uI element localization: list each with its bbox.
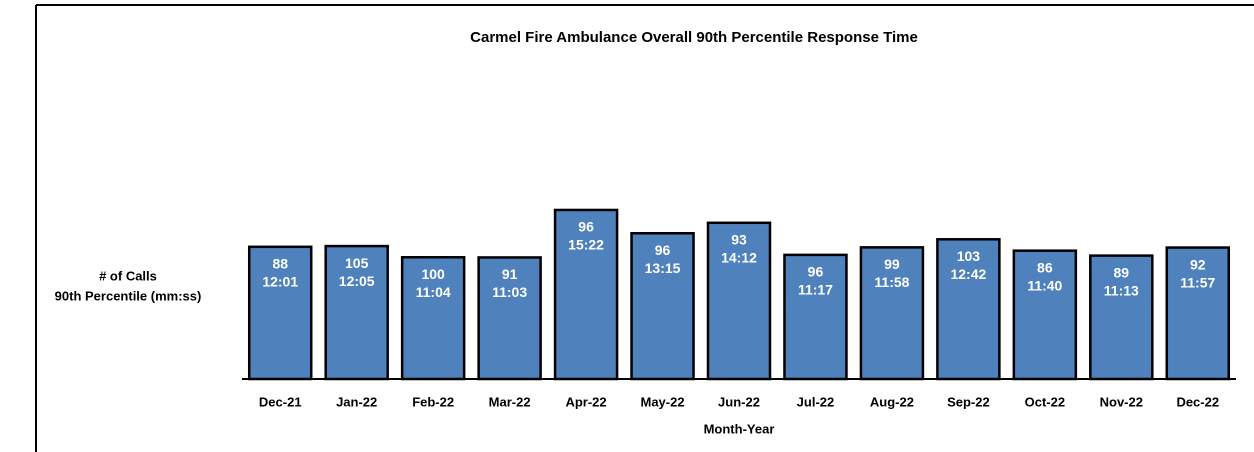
bar <box>630 232 695 381</box>
calls-label: 100 <box>421 266 445 282</box>
x-tick-label: Sep-22 <box>947 394 990 409</box>
x-tick-label: Mar-22 <box>489 394 531 409</box>
bar <box>706 221 772 381</box>
bar <box>247 245 313 381</box>
x-tick-label: Dec-21 <box>259 394 302 409</box>
bar <box>324 244 389 381</box>
calls-label: 92 <box>1190 256 1206 272</box>
calls-label: 99 <box>884 256 900 272</box>
x-tick-label: Jul-22 <box>797 394 835 409</box>
value-label: 11:04 <box>416 284 451 300</box>
calls-label: 91 <box>502 266 518 282</box>
calls-label: 96 <box>655 242 671 258</box>
bar <box>553 208 619 381</box>
calls-label: 105 <box>345 255 369 271</box>
value-label: 11:13 <box>1104 282 1139 298</box>
calls-label: 88 <box>272 256 288 272</box>
bar <box>477 256 542 381</box>
value-label: 12:05 <box>339 273 375 289</box>
x-tick-label: Feb-22 <box>412 394 454 409</box>
calls-label: 96 <box>578 219 594 235</box>
value-label: 11:58 <box>874 274 909 290</box>
calls-label: 86 <box>1037 259 1053 275</box>
calls-label: 89 <box>1114 264 1130 280</box>
x-tick-label: Apr-22 <box>565 394 606 409</box>
chart-title: Carmel Fire Ambulance Overall 90th Perce… <box>470 29 918 46</box>
x-tick-label: Dec-22 <box>1176 394 1219 409</box>
value-label: 11:57 <box>1180 274 1215 290</box>
calls-label: 93 <box>731 232 747 248</box>
x-tick-label: Oct-22 <box>1025 394 1065 409</box>
x-tick-label: Jan-22 <box>336 394 377 409</box>
value-label: 15:22 <box>568 237 604 253</box>
x-tick-label: Jun-22 <box>718 394 760 409</box>
value-label: 12:01 <box>262 274 298 290</box>
value-label: 11:17 <box>798 282 833 298</box>
calls-label: 96 <box>808 264 824 280</box>
value-label: 11:03 <box>492 284 527 300</box>
bar <box>1089 254 1154 381</box>
bar <box>1165 246 1231 381</box>
calls-label: 103 <box>957 248 981 264</box>
x-tick-label: May-22 <box>640 394 684 409</box>
bar <box>783 253 848 381</box>
x-tick-label: Nov-22 <box>1100 394 1143 409</box>
value-label: 14:12 <box>721 250 757 266</box>
value-label: 11:40 <box>1027 277 1062 293</box>
y-axis-label: # of Calls <box>99 268 157 283</box>
value-label: 12:42 <box>950 266 986 282</box>
bar <box>400 256 466 381</box>
x-axis-label: Month-Year <box>704 421 775 436</box>
y-axis-label: 90th Percentile (mm:ss) <box>55 288 202 303</box>
x-tick-label: Aug-22 <box>870 394 914 409</box>
value-label: 13:15 <box>645 260 681 276</box>
